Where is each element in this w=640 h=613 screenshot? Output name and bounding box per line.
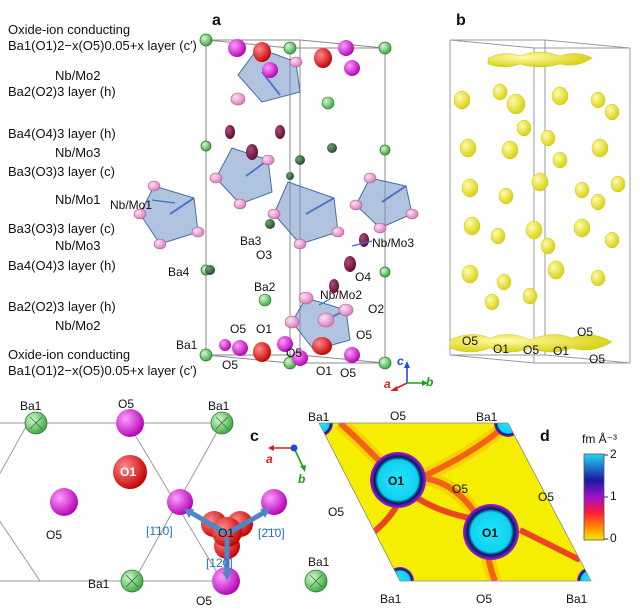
panel-letter-d: d	[540, 428, 550, 445]
label-o1-b: O1	[316, 364, 333, 378]
layer-label-nbmo3-top: Nb/Mo3	[55, 145, 101, 160]
panel-letter-b: b	[456, 12, 466, 29]
layer-label-ba2-top: Ba2(O2)3 layer (h)	[8, 84, 116, 99]
label-ba2: Ba2	[254, 280, 276, 294]
direction-1-10: [1̄10]	[146, 524, 173, 538]
layer-label-bottom-1: Oxide-ion conducting	[8, 347, 131, 362]
layer-label-nbmo3-bottom: Nb/Mo3	[55, 238, 101, 253]
axes-c-indicator	[268, 444, 306, 472]
label-nbmo2: Nb/Mo2	[320, 288, 363, 302]
label-o5-b: O5	[356, 328, 373, 342]
layer-label-top-2: Ba1(O1)2−x(O5)0.05+x layer (c′)	[8, 38, 197, 53]
label-o5-c: O5	[222, 358, 239, 372]
layer-label-top-1: Oxide-ion conducting	[8, 22, 131, 37]
c-label-o1-top: O1	[120, 465, 137, 479]
layer-label-ba2-bottom: Ba2(O2)3 layer (h)	[8, 299, 116, 314]
colorbar-tick-0: 0	[610, 531, 617, 545]
label-o5-d: O5	[286, 346, 303, 360]
direction-120: [120]	[206, 556, 233, 570]
d-label-ba1-tl: Ba1	[308, 410, 330, 424]
colorbar-tick-2: 2	[610, 447, 617, 461]
panel-d-density-map	[318, 422, 608, 582]
c-label-ba1-tr: Ba1	[208, 399, 230, 413]
d-label-ba1-tr: Ba1	[476, 410, 498, 424]
label-o5-a: O5	[230, 322, 247, 336]
panel-b-isosurfaces	[449, 39, 631, 364]
colorbar	[583, 453, 605, 541]
c-label-ba1-bl: Ba1	[88, 577, 110, 591]
d-label-o5-top: O5	[390, 409, 407, 423]
c-label-o1-center: O1	[218, 526, 235, 540]
axis-b-label: b	[426, 375, 434, 389]
c-label-ba1-br: Ba1	[308, 555, 330, 569]
label-o5-e: O5	[340, 366, 357, 380]
layer-label-bottom-2: Ba1(O1)2−x(O5)0.05+x layer (c′)	[8, 363, 197, 378]
octahedron-left	[139, 185, 199, 245]
label-o2: O2	[368, 302, 385, 316]
panel-letter-c: c	[250, 428, 259, 445]
label-nbmo1: Nb/Mo1	[110, 198, 153, 212]
panel-letter-a: a	[212, 12, 221, 29]
panel-a-structure	[133, 33, 428, 391]
axis-c-b-label: b	[298, 472, 306, 486]
d-label-o5-mid: O5	[452, 482, 469, 496]
label-o4: O4	[355, 270, 372, 284]
octahedron-right	[355, 177, 413, 229]
layer-label-nbmo1: Nb/Mo1	[55, 192, 101, 207]
layer-label-ba4-bottom: Ba4(O4)3 layer (h)	[8, 258, 116, 273]
axis-c-a-label: a	[266, 452, 273, 466]
label-nbmo3: Nb/Mo3	[372, 236, 415, 250]
d-label-o5-left: O5	[328, 505, 345, 519]
iso-label-o5-b: O5	[523, 343, 540, 357]
label-o3: O3	[256, 248, 273, 262]
d-label-o1-b: O1	[482, 526, 499, 540]
c-label-ba1-tl: Ba1	[20, 399, 42, 413]
c-label-o5-top: O5	[118, 397, 135, 411]
label-ba1: Ba1	[176, 338, 198, 352]
iso-label-o5-a: O5	[462, 334, 479, 348]
label-ba4: Ba4	[168, 265, 190, 279]
layer-label-ba3-bottom: Ba3(O3)3 layer (c)	[8, 221, 115, 236]
iso-label-o5-c: O5	[577, 325, 594, 339]
d-label-o5-bottom: O5	[476, 592, 493, 606]
direction-2-10: [2̄1̄0]	[258, 526, 285, 540]
d-label-ba1-br: Ba1	[566, 592, 588, 606]
label-ba3: Ba3	[240, 234, 262, 248]
c-label-o5-left: O5	[46, 528, 63, 542]
layer-label-ba4-top: Ba4(O4)3 layer (h)	[8, 126, 116, 141]
axis-a-label: a	[384, 377, 391, 391]
diffusion-arrows	[187, 509, 268, 577]
iso-label-o5-d: O5	[589, 352, 606, 366]
d-label-o5-right: O5	[538, 490, 555, 504]
layer-label-ba3-top: Ba3(O3)3 layer (c)	[8, 164, 115, 179]
d-label-o1-a: O1	[388, 474, 405, 488]
iso-label-o1-a: O1	[493, 342, 510, 356]
layer-label-nbmo2-top: Nb/Mo2	[55, 68, 101, 83]
d-label-ba1-bl: Ba1	[380, 592, 402, 606]
axis-c-label: c	[397, 354, 404, 368]
colorbar-tick-1: 1	[610, 489, 617, 503]
label-o1-a: O1	[256, 322, 273, 336]
octahedron-mid-left	[215, 147, 273, 205]
colorbar-unit: fm Å⁻³	[582, 432, 617, 446]
axes-a-indicator	[390, 361, 428, 391]
c-label-o5-bottom: O5	[196, 594, 213, 608]
layer-label-nbmo2-bottom: Nb/Mo2	[55, 318, 101, 333]
iso-label-o1-b: O1	[553, 344, 570, 358]
panel-c-plane	[0, 409, 328, 595]
